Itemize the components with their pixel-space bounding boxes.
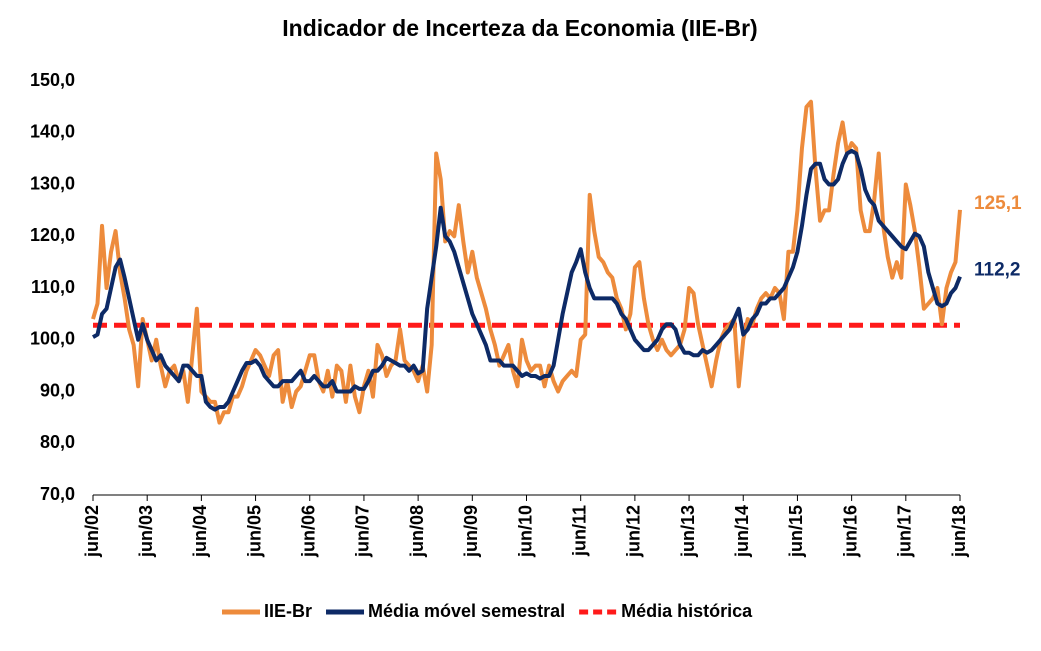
y-tick-label: 140,0 [30, 122, 75, 142]
chart-title: Indicador de Incerteza da Economia (IIE-… [282, 15, 757, 41]
x-tick-label: jun/08 [407, 505, 427, 558]
x-tick-label: jun/05 [244, 505, 264, 558]
x-tick-label: jun/10 [515, 505, 535, 558]
x-tick-label: jun/09 [461, 505, 481, 558]
y-tick-label: 110,0 [31, 277, 75, 297]
x-tick-label: jun/12 [624, 505, 644, 558]
end-label: 112,2 [974, 260, 1021, 281]
x-tick-label: jun/13 [678, 505, 698, 558]
x-tick-label: jun/15 [786, 505, 806, 558]
y-tick-label: 120,0 [30, 225, 75, 245]
x-tick-label: jun/03 [136, 505, 156, 558]
x-tick-label: jun/11 [569, 505, 589, 557]
legend-label: Média histórica [621, 601, 753, 621]
legend-label: Média móvel semestral [368, 601, 565, 621]
y-tick-label: 100,0 [30, 329, 75, 349]
x-tick-label: jun/06 [299, 505, 319, 558]
x-tick-label: jun/04 [190, 505, 210, 558]
x-tick-label: jun/02 [82, 505, 102, 558]
legend-label: IIE-Br [264, 601, 312, 621]
end-label: 125,1 [974, 193, 1022, 214]
x-tick-label: jun/14 [732, 505, 752, 558]
x-tick-label: jun/17 [895, 505, 915, 558]
series-line [91, 99, 962, 425]
y-tick-label: 150,0 [30, 70, 75, 90]
y-tick-label: 70,0 [40, 484, 75, 504]
series-line [92, 148, 962, 412]
y-tick-label: 80,0 [40, 432, 75, 452]
x-tick-label: jun/16 [840, 505, 860, 558]
x-tick-label: jun/07 [353, 505, 373, 558]
y-tick-label: 90,0 [40, 380, 75, 400]
x-tick-label: jun/18 [949, 505, 969, 558]
y-tick-label: 130,0 [30, 173, 75, 193]
